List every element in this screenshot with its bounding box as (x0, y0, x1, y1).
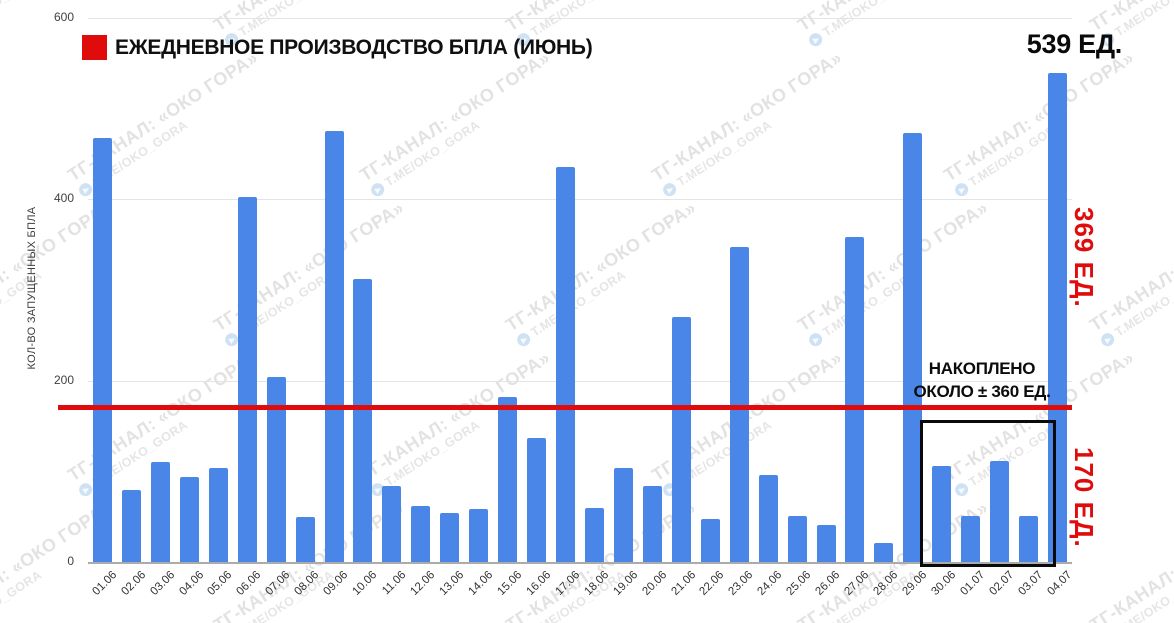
y-tick-label: 200 (53, 372, 74, 387)
bar-02.06 (121, 489, 141, 562)
bar-15.06 (498, 397, 518, 562)
watermark-channel-name: ТГ-КАНАЛ: «ОКО ГОРА» (356, 347, 554, 486)
watermark-handle: T.ME/OKO_GORA (368, 66, 562, 199)
bar-28.06 (874, 543, 894, 562)
accumulated-annotation: НАКОПЛЕНО ОКОЛО ± 360 ЕД. (896, 357, 1068, 403)
peak-value-label: 539 ЕД. (1026, 29, 1123, 59)
bar-01.07 (961, 515, 981, 562)
bar-04.06 (179, 476, 199, 562)
watermark: ТГ-КАНАЛ: «ОКО ГОРА»T.ME/OKO_GORA (1086, 197, 1174, 349)
watermark-channel-name: ТГ-КАНАЛ: «ОКО ГОРА» (794, 197, 992, 336)
highlight-box (920, 420, 1057, 567)
watermark: ТГ-КАНАЛ: «ОКО ГОРА»T.ME/OKO_GORA (648, 47, 854, 199)
x-axis-baseline (88, 562, 1072, 564)
bar-09.06 (324, 131, 344, 562)
bar-19.06 (613, 467, 633, 562)
bar-14.06 (469, 509, 489, 562)
y-tick-label: 400 (53, 191, 74, 206)
reference-line (58, 405, 1072, 411)
bar-12.06 (411, 505, 431, 562)
watermark: ТГ-КАНАЛ: «ОКО ГОРА»T.ME/OKO_GORA (794, 197, 1000, 349)
bar-06.06 (237, 196, 257, 562)
watermark-channel-name: ТГ-КАНАЛ: «ОКО ГОРА» (502, 197, 700, 336)
bar-03.07 (1019, 515, 1039, 562)
annotation-line1: НАКОПЛЕНО (928, 359, 1036, 378)
right-label-170: 170 ЕД. (1069, 447, 1099, 548)
bar-18.06 (585, 507, 604, 562)
gridline (88, 18, 1072, 19)
bar-11.06 (382, 485, 402, 562)
bar-22.06 (700, 518, 720, 562)
legend-swatch (82, 35, 107, 60)
watermark: ТГ-КАНАЛ: «ОКО ГОРА»T.ME/OKO_GORA (794, 0, 1000, 49)
bar-13.06 (440, 513, 460, 562)
right-label-369: 369 ЕД. (1069, 207, 1099, 308)
bar-26.06 (816, 524, 836, 562)
gridline (88, 199, 1072, 201)
y-axis-title: КОЛ-ВО ЗАПУЩЕННЫХ БПЛА (26, 206, 38, 370)
bar-16.06 (527, 437, 547, 562)
bar-29.06 (903, 133, 923, 562)
y-tick-label: 0 (67, 554, 74, 568)
watermark: ТГ-КАНАЛ: «ОКО ГОРА»T.ME/OKO_GORA (940, 47, 1146, 199)
watermark-handle: T.ME/OKO_GORA (660, 66, 854, 199)
watermark-channel-name: ТГ-КАНАЛ: «ОКО ГОРА» (356, 47, 554, 186)
bar-01.06 (93, 137, 112, 562)
annotation-line2: ОКОЛО ± 360 ЕД. (913, 382, 1051, 401)
bar-03.06 (150, 462, 170, 562)
bar-10.06 (353, 279, 373, 562)
gridline (88, 380, 1072, 382)
bar-17.06 (556, 166, 575, 562)
bar-20.06 (642, 485, 662, 562)
bar-08.06 (295, 516, 315, 562)
bar-23.06 (729, 246, 749, 562)
bar-21.06 (671, 317, 691, 562)
bar-25.06 (787, 515, 807, 562)
y-tick-label: 600 (53, 10, 74, 24)
bar-07.06 (266, 377, 286, 562)
chart-title: ЕЖЕДНЕВНОЕ ПРОИЗВОДСТВО БПЛА (ИЮНЬ) (115, 35, 593, 59)
watermark-channel-name: ТГ-КАНАЛ: «ОКО ГОРА» (648, 47, 846, 186)
bar-05.06 (208, 467, 228, 562)
bar-27.06 (845, 236, 865, 562)
chart-legend: ЕЖЕДНЕВНОЕ ПРОИЗВОДСТВО БПЛА (ИЮНЬ) (82, 35, 593, 60)
watermark: ТГ-КАНАЛ: «ОКО ГОРА»T.ME/OKO_GORA (1086, 497, 1174, 623)
bar-24.06 (758, 475, 778, 562)
watermark-channel-name: ТГ-КАНАЛ: «ОКО ГОРА» (940, 47, 1138, 186)
bar-02.07 (990, 460, 1010, 562)
watermark: ТГ-КАНАЛ: «ОКО ГОРА»T.ME/OKO_GORA (356, 47, 562, 199)
bar-04.07 (1048, 73, 1067, 562)
bar-30.06 (932, 465, 952, 562)
